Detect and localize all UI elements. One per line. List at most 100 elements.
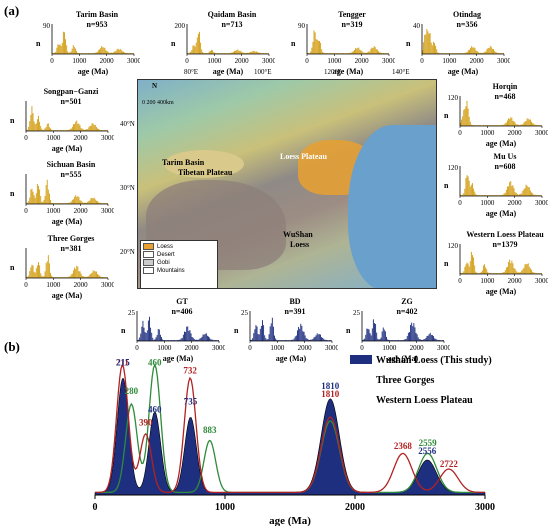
histogram-bar — [43, 276, 45, 278]
histogram-bar — [536, 124, 538, 126]
histogram-bar — [520, 124, 522, 126]
histogram-bar — [468, 266, 470, 274]
histogram-bar — [508, 118, 510, 126]
histogram-bar — [469, 49, 470, 54]
histogram-bar — [291, 339, 293, 341]
y-max-label: 120 — [448, 242, 459, 250]
histogram-bar — [176, 340, 178, 341]
histogram-bar — [503, 272, 505, 274]
y-axis-label: n — [121, 326, 126, 335]
histogram-bar — [374, 323, 375, 341]
x-axis-label: age (Ma) — [486, 139, 517, 148]
histogram-bar — [493, 273, 495, 274]
peak-label: 2559 — [419, 438, 438, 448]
map-label-wushan: WuShan — [283, 230, 313, 239]
histogram-bar — [97, 273, 98, 278]
histogram-bar — [249, 52, 251, 54]
histogram-bar — [267, 53, 269, 54]
histogram-bar — [66, 203, 68, 204]
histogram-bar — [525, 120, 527, 126]
histogram-bar — [284, 340, 286, 341]
histogram-bar — [156, 335, 158, 341]
histogram-bar — [301, 325, 303, 341]
histogram-bar — [91, 123, 93, 131]
histogram-bar — [89, 126, 91, 131]
histogram-bar — [325, 53, 327, 54]
histogram-count: n=406 — [171, 307, 192, 316]
histogram-bar — [470, 47, 472, 54]
histogram-bar — [229, 53, 231, 54]
histogram-bar — [425, 34, 427, 54]
histogram-gt: 0 1000 2000 3000 age (Ma) n 25 GTn=406 — [121, 297, 225, 363]
histogram-bar — [76, 265, 78, 278]
histogram-bar — [372, 48, 374, 54]
histogram-bar — [26, 130, 27, 131]
histogram-bar — [100, 202, 102, 204]
histogram-bar — [250, 339, 251, 341]
histogram-qaidam: 0 1000 2000 3000 age (Ma) n 200 Qaidam Basinn=7… — [171, 10, 275, 76]
y-max-label: 25 — [241, 309, 249, 317]
histogram-bar — [366, 328, 368, 341]
histogram-bar — [398, 340, 400, 341]
histogram-bar — [477, 195, 479, 196]
histogram-bar — [198, 339, 200, 341]
histogram-bar — [139, 337, 141, 341]
histogram-bar — [480, 195, 482, 196]
histogram-bar — [380, 52, 382, 54]
tick-label: 3000 — [101, 134, 114, 142]
histogram-bar — [99, 202, 101, 204]
histogram-bar — [507, 120, 508, 126]
x-axis-label: age (Ma) — [486, 209, 517, 218]
histogram-bar — [94, 124, 96, 131]
histogram-bar — [481, 195, 483, 196]
histogram-bar — [529, 268, 531, 274]
histogram-bar — [99, 275, 101, 278]
histogram-bar — [197, 33, 199, 54]
histogram-bar — [73, 199, 74, 204]
histogram-bar — [363, 339, 365, 341]
histogram-bar — [329, 340, 331, 341]
histogram-bar — [532, 123, 534, 126]
histogram-bar — [248, 52, 250, 54]
histogram-bar — [324, 53, 326, 54]
histogram-bar — [90, 125, 92, 131]
histogram-bar — [77, 266, 79, 278]
histogram-bar — [201, 336, 203, 341]
histogram-bar — [466, 100, 468, 126]
histogram-bar — [47, 123, 49, 131]
histogram-bar — [309, 339, 310, 341]
histogram-bar — [436, 49, 438, 54]
histogram-bar — [485, 51, 487, 54]
map-label-loess-plateau: Loess Plateau — [280, 152, 327, 161]
histogram-bar — [74, 267, 76, 278]
histogram-bar — [52, 202, 54, 204]
histogram-bar — [343, 53, 345, 54]
histogram-bar — [197, 339, 199, 341]
histogram-bar — [138, 339, 140, 341]
histogram-bar — [258, 334, 260, 341]
histogram-bar — [347, 53, 349, 54]
histogram-bar — [521, 124, 523, 126]
histogram-bar — [416, 334, 418, 341]
histogram-bar — [459, 53, 461, 54]
histogram-bar — [306, 338, 308, 341]
histogram-bar — [82, 129, 84, 131]
histogram-bar — [372, 319, 374, 341]
histogram-bar — [157, 329, 159, 341]
histogram-bar — [120, 49, 122, 54]
histogram-bar — [69, 128, 71, 131]
histogram-bar — [413, 323, 415, 341]
histogram-bar — [283, 340, 285, 341]
histogram-bar — [500, 125, 502, 126]
histogram-bar — [310, 339, 312, 341]
histogram-bar — [528, 266, 530, 274]
peak-label: 460 — [148, 358, 162, 368]
histogram-bar — [531, 121, 532, 126]
histogram-bar — [519, 194, 520, 196]
histogram-bar — [478, 125, 480, 126]
histogram-bar — [308, 53, 310, 54]
histogram-bar — [259, 52, 261, 54]
tick-label: 0 — [458, 199, 462, 207]
histogram-bar — [102, 203, 104, 204]
histogram-bar — [525, 264, 527, 274]
